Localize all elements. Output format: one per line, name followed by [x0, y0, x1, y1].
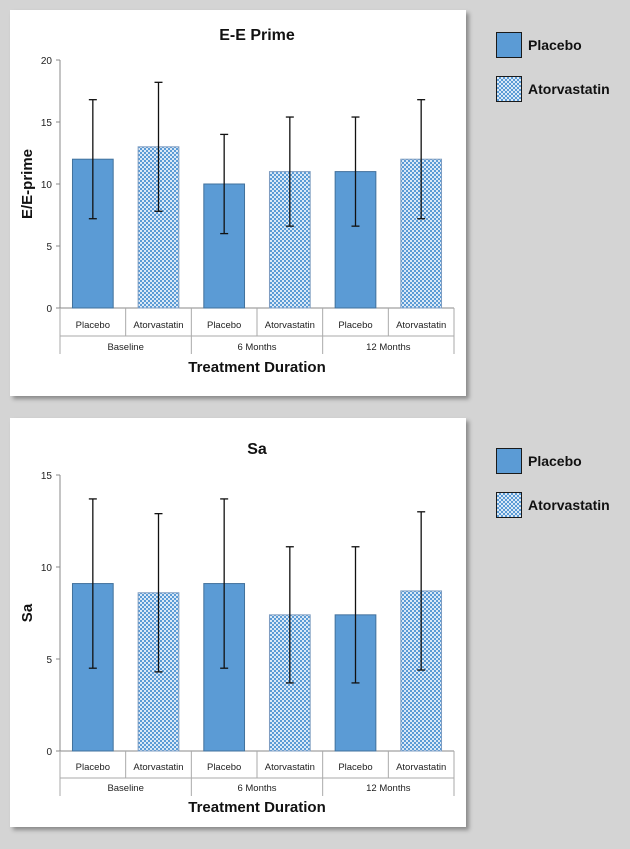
x-category-label: Placebo	[76, 762, 110, 773]
y-axis-label: E/E-prime	[19, 149, 36, 219]
y-tick-label: 0	[46, 304, 52, 315]
x-group-label: Baseline	[107, 342, 143, 353]
y-tick-label: 20	[41, 56, 53, 67]
x-category-label: Placebo	[207, 320, 241, 331]
y-tick-label: 10	[41, 563, 53, 574]
x-group-label: Baseline	[107, 783, 143, 794]
legend-item-atorvastatin: Atorvastatin	[496, 74, 626, 104]
chart-sa: Sa Sa 0 5 10 15 Placebo Atorvastatin Placebo Ator…	[19, 441, 455, 816]
legend-eeprime: Placebo Atorvastatin	[496, 30, 626, 118]
x-group-label: 6 Months	[237, 783, 276, 794]
legend-item-atorvastatin: Atorvastatin	[496, 490, 626, 520]
legend-swatch-placebo	[496, 448, 522, 474]
legend-label-placebo: Placebo	[528, 453, 582, 469]
legend-swatch-atorvastatin	[496, 492, 522, 518]
x-category-label: Atorvastatin	[133, 320, 183, 331]
legend-label-placebo: Placebo	[528, 37, 582, 53]
x-axis-label: Treatment Duration	[188, 799, 326, 816]
y-tick-label: 5	[46, 655, 52, 666]
y-tick-label: 0	[46, 747, 52, 758]
chart-panel-sa: Sa Sa 0 5 10 15 Placebo Atorvastatin Placebo Ator…	[10, 418, 466, 827]
x-group-label: 12 Months	[366, 342, 411, 353]
x-axis-label: Treatment Duration	[188, 359, 326, 376]
legend-item-placebo: Placebo	[496, 30, 626, 60]
y-tick-label: 10	[41, 180, 53, 191]
x-category-label: Atorvastatin	[265, 320, 315, 331]
y-tick-label: 15	[41, 471, 53, 482]
x-category-label: Placebo	[207, 762, 241, 773]
legend-label-atorvastatin: Atorvastatin	[528, 81, 610, 97]
y-tick-label: 15	[41, 118, 53, 129]
legend-swatch-atorvastatin	[496, 76, 522, 102]
x-group-label: 12 Months	[366, 783, 411, 794]
chart-panel-eeprime: E-E Prime E/E-prime 0 5 10 15 20 Placebo Atorvas…	[10, 10, 466, 396]
x-category-label: Atorvastatin	[133, 762, 183, 773]
y-axis-label: Sa	[19, 603, 36, 622]
chart-title: E-E Prime	[219, 27, 295, 44]
x-group-label: 6 Months	[237, 342, 276, 353]
y-tick-label: 5	[46, 242, 52, 253]
x-category-label: Atorvastatin	[265, 762, 315, 773]
legend-item-placebo: Placebo	[496, 446, 626, 476]
x-category-label: Placebo	[338, 320, 372, 331]
x-category-label: Atorvastatin	[396, 320, 446, 331]
x-category-label: Placebo	[338, 762, 372, 773]
chart-title: Sa	[247, 441, 267, 458]
x-category-label: Atorvastatin	[396, 762, 446, 773]
chart-eeprime: E-E Prime E/E-prime 0 5 10 15 20 Placebo Atorvas…	[19, 27, 455, 376]
x-category-label: Placebo	[76, 320, 110, 331]
legend-swatch-placebo	[496, 32, 522, 58]
legend-label-atorvastatin: Atorvastatin	[528, 497, 610, 513]
legend-sa: Placebo Atorvastatin	[496, 446, 626, 534]
